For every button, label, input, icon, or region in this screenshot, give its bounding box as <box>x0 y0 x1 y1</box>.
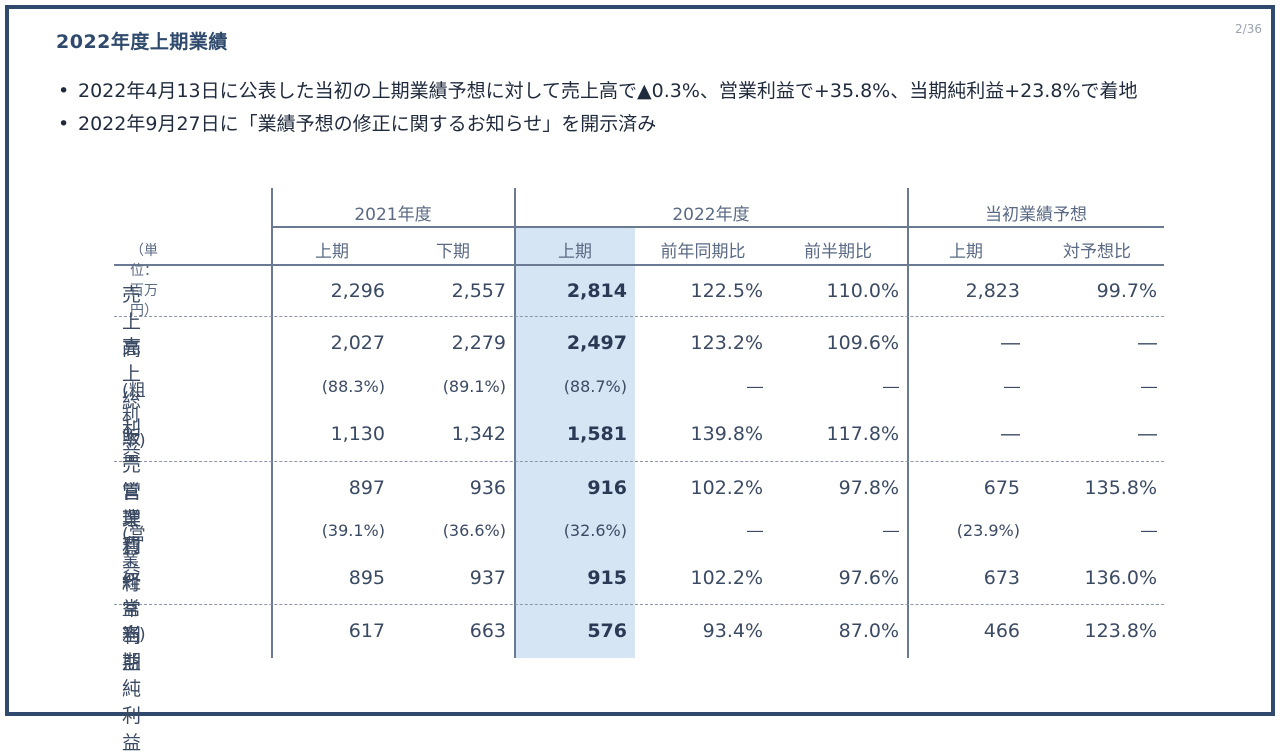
table-cell: 102.2% <box>690 567 763 589</box>
table-cell: 99.7% <box>1096 280 1157 302</box>
row-label: 営業利益 <box>122 481 142 584</box>
table-cell: 1,342 <box>451 423 506 445</box>
table-divider <box>271 188 273 658</box>
table-cell: 2,814 <box>566 280 627 302</box>
table-cell: 2,279 <box>451 332 506 354</box>
table-cell: 123.8% <box>1084 620 1157 642</box>
table-cell: 97.8% <box>838 477 899 499</box>
column-header: 下期 <box>436 242 470 262</box>
table-cell: (36.6%) <box>442 521 506 540</box>
bullet-text: 2022年4月13日に公表した当初の上期業績予想に対して売上高で▲0.3%、営業… <box>78 80 1138 102</box>
bullet-item: • 2022年9月27日に「業績予想の修正に関するお知らせ」を開示済み <box>56 111 1158 138</box>
row-label: (粗利率) <box>122 381 146 451</box>
table-cell: 117.8% <box>826 423 899 445</box>
table-divider <box>114 461 1164 462</box>
bullet-list: • 2022年4月13日に公表した当初の上期業績予想に対して売上高で▲0.3%、… <box>56 78 1158 144</box>
table-cell: 136.0% <box>1084 567 1157 589</box>
table-cell: 2,497 <box>566 332 627 354</box>
table-cell: 2,557 <box>451 280 506 302</box>
column-header: 前半期比 <box>804 242 872 262</box>
table-cell: 916 <box>587 477 627 499</box>
table-cell: 123.2% <box>690 332 763 354</box>
table-cell: 675 <box>983 477 1020 499</box>
column-header: 対予想比 <box>1063 242 1131 262</box>
column-header: 前年同期比 <box>660 242 746 262</box>
table-cell: (88.7%) <box>563 377 627 396</box>
table-cell: 936 <box>469 477 506 499</box>
table-cell: 109.6% <box>826 332 899 354</box>
bullet-marker: • <box>58 80 70 102</box>
row-label: 経常利益 <box>122 571 142 674</box>
table-cell: 2,296 <box>330 280 385 302</box>
table-cell: 97.6% <box>838 567 899 589</box>
table-cell: 135.8% <box>1084 477 1157 499</box>
table-cell: ― <box>747 521 763 540</box>
table-cell: ― <box>747 377 763 396</box>
table-cell: (32.6%) <box>563 521 627 540</box>
table-cell: 2,823 <box>965 280 1020 302</box>
table-cell: ― <box>883 521 899 540</box>
table-cell: ― <box>1004 377 1020 396</box>
group-header: 2021年度 <box>354 205 432 225</box>
table-cell: 897 <box>348 477 385 499</box>
row-label: 売上総利益 <box>122 336 142 466</box>
table-cell: 110.0% <box>826 280 899 302</box>
table-cell: 102.2% <box>690 477 763 499</box>
column-header: 上期 <box>315 242 349 262</box>
table-cell: 2,027 <box>330 332 385 354</box>
table-cell: 139.8% <box>690 423 763 445</box>
table-cell: 673 <box>983 567 1020 589</box>
table-cell: (88.3%) <box>321 377 385 396</box>
table-cell: (23.9%) <box>956 521 1020 540</box>
table-cell: (89.1%) <box>442 377 506 396</box>
table-cell: 617 <box>348 620 385 642</box>
bullet-item: • 2022年4月13日に公表した当初の上期業績予想に対して売上高で▲0.3%、… <box>56 78 1158 105</box>
table-cell: 895 <box>348 567 385 589</box>
table-divider <box>514 188 516 658</box>
row-label: (営業利益率) <box>122 525 146 645</box>
table-divider <box>114 604 1164 605</box>
column-header: 上期 <box>949 242 983 262</box>
row-label: 当期純利益 <box>122 624 142 754</box>
table-divider <box>114 264 1164 266</box>
row-label: 販売管理費 <box>122 427 142 557</box>
table-divider <box>907 188 909 658</box>
table-cell: 576 <box>587 620 627 642</box>
table-cell: 93.4% <box>702 620 763 642</box>
table-cell: ― <box>1141 521 1157 540</box>
page-number: 2/36 <box>1235 22 1262 36</box>
table-cell: 1,581 <box>566 423 627 445</box>
table-cell: (39.1%) <box>321 521 385 540</box>
column-header: 上期 <box>558 242 592 262</box>
row-label: 売上高 <box>122 284 142 360</box>
table-cell: ― <box>1138 332 1157 354</box>
table-cell: ― <box>1138 423 1157 445</box>
table-cell: 663 <box>469 620 506 642</box>
group-header: 2022年度 <box>672 205 750 225</box>
table-cell: ― <box>883 377 899 396</box>
bullet-marker: • <box>58 113 70 135</box>
table-cell: 466 <box>983 620 1020 642</box>
current-period-highlight <box>514 227 635 658</box>
table-divider <box>114 316 1164 317</box>
table-cell: ― <box>1001 332 1020 354</box>
table-cell: 87.0% <box>838 620 899 642</box>
group-header: 当初業績予想 <box>985 205 1087 225</box>
table-cell: 122.5% <box>690 280 763 302</box>
table-cell: ― <box>1141 377 1157 396</box>
table-divider <box>272 226 1164 228</box>
bullet-text: 2022年9月27日に「業績予想の修正に関するお知らせ」を開示済み <box>78 113 657 135</box>
slide-frame <box>5 5 1275 716</box>
table-cell: 915 <box>587 567 627 589</box>
table-cell: ― <box>1001 423 1020 445</box>
table-cell: 937 <box>469 567 506 589</box>
unit-label: （単位：百万円） <box>130 243 158 319</box>
slide-title: 2022年度上期業績 <box>56 31 228 53</box>
table-cell: 1,130 <box>330 423 385 445</box>
